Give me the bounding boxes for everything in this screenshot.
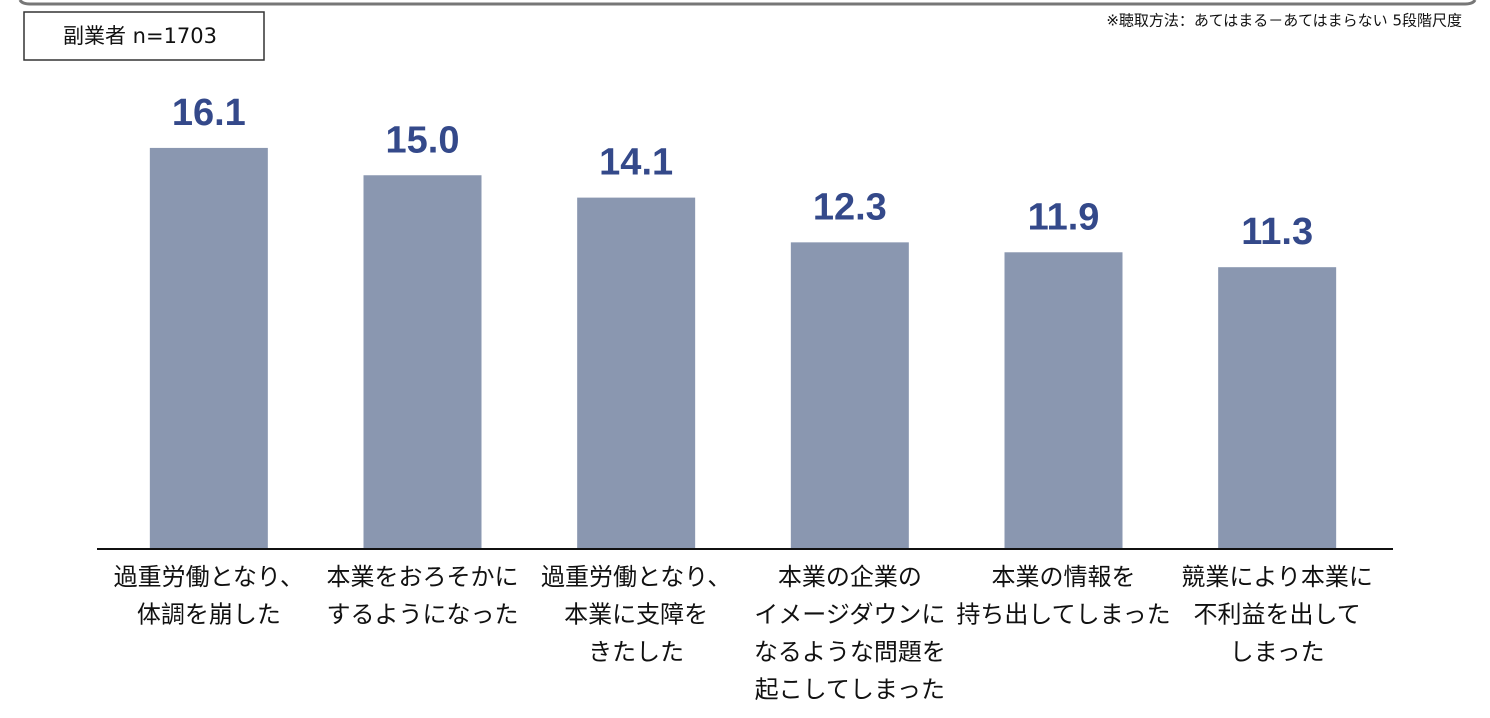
bar: [1218, 267, 1337, 548]
value-label: 14.1: [599, 142, 673, 184]
x-tick-label: 本業の企業の: [778, 563, 922, 591]
bar: [1004, 252, 1123, 548]
value-label: 11.9: [1028, 196, 1100, 238]
x-tick-label: 起こしてしまった: [755, 676, 945, 704]
bar: [577, 197, 696, 549]
bar: [790, 242, 909, 548]
x-tick-label: イメージダウンに: [754, 601, 945, 629]
sample-label: 副業者 n=1703: [63, 24, 217, 48]
x-tick-label: きたした: [588, 638, 684, 666]
x-tick-label: 競業により本業に: [1181, 563, 1373, 591]
note: ※聴取方法：あてはまる－あてはまらない 5段階尺度: [1106, 12, 1462, 30]
sample-box: [23, 11, 265, 61]
value-label: 11.3: [1241, 211, 1313, 253]
x-tick-label: 体調を崩した: [137, 601, 281, 629]
value-label: 15.0: [386, 119, 460, 161]
value-label: 16.1: [172, 92, 246, 134]
x-tick-label: なるような問題を: [754, 638, 946, 666]
bar: [363, 175, 482, 548]
x-tick-label: 過重労働となり、: [541, 563, 731, 591]
x-tick-label: 本業をおろそかに: [327, 563, 519, 591]
value-label: 12.3: [813, 186, 887, 228]
x-tick-label: するようになった: [327, 601, 519, 629]
x-tick-label: 持ち出してしまった: [956, 601, 1170, 629]
x-tick-label: しまった: [1230, 638, 1325, 666]
x-tick-label: 本業に支障を: [564, 601, 708, 629]
x-tick-label: 不利益を出して: [1194, 601, 1361, 629]
x-tick-label: 本業の情報を: [992, 563, 1136, 591]
x-tick-label: 過重労働となり、: [114, 563, 304, 591]
bar: [149, 147, 268, 549]
frame-edge: [18, 0, 1477, 6]
